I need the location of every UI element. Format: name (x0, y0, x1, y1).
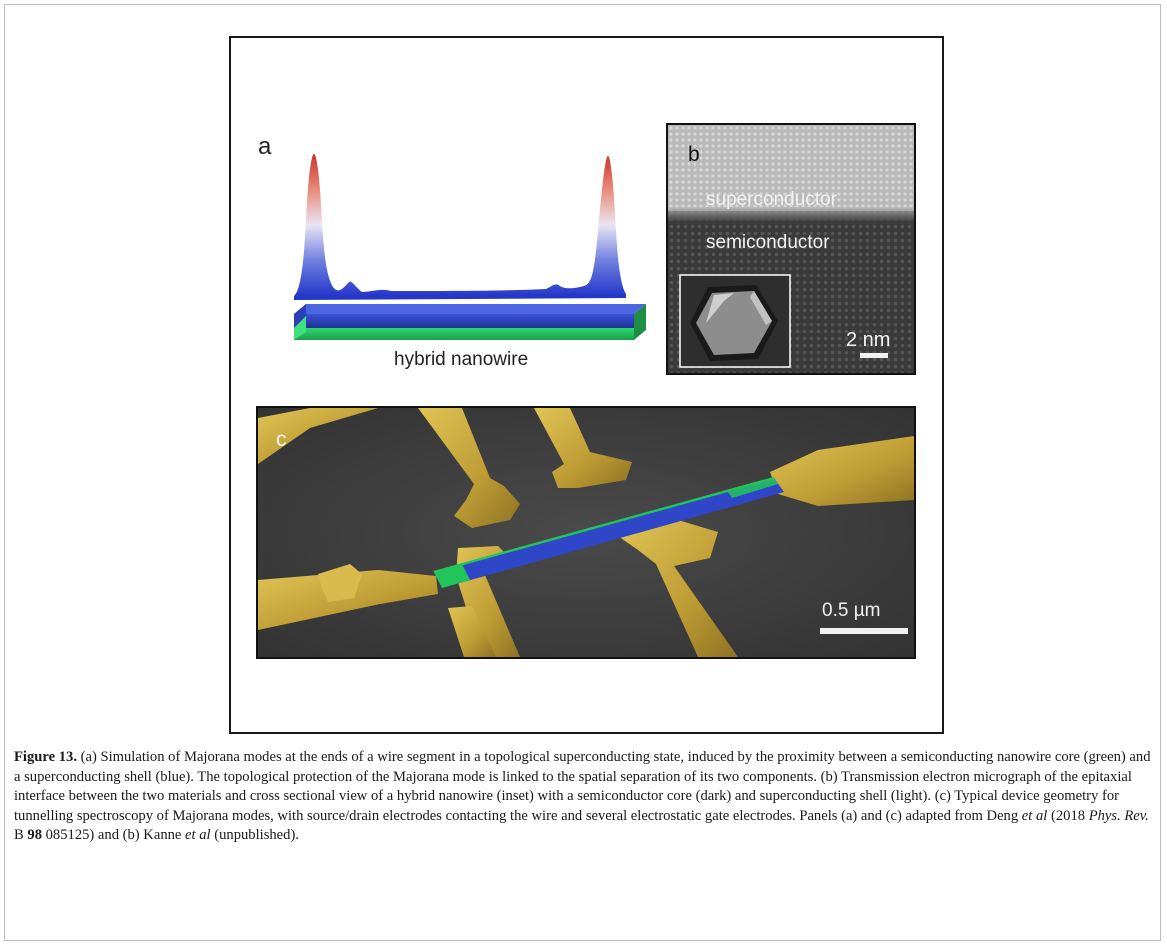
figure-number: Figure 13. (14, 749, 77, 765)
panel-b-scale-bar (860, 353, 888, 358)
panel-c-scale-bar (820, 628, 908, 634)
page-border (4, 4, 1161, 941)
sem-device-image: c 0.5 µm (258, 408, 914, 657)
caption-et-al-2: et al (185, 827, 211, 844)
majorana-wavefunction-profile (294, 154, 626, 296)
caption-text-2: (2018 (1047, 807, 1089, 824)
panel-c-scale-label: 0.5 µm (822, 600, 880, 621)
caption-text-3: B (14, 827, 28, 844)
tem-micrograph: b superconductor semiconductor 2 nm (668, 125, 914, 373)
cross-section-inset (679, 274, 791, 368)
caption-journal: Phys. Rev. (1088, 807, 1149, 824)
superconductor-label: superconductor (706, 189, 838, 210)
caption-text-1: (a) Simulation of Majorana modes at the … (14, 749, 1151, 824)
hybrid-nanowire-device (433, 476, 784, 588)
caption-text-4: 085125) and (b) Kanne (41, 827, 186, 844)
panel-a-illustration: a hybrid nanowire (258, 133, 646, 370)
hybrid-nanowire-drawing (294, 304, 646, 340)
panel-c: c 0.5 µm (256, 406, 916, 659)
profile-base (294, 294, 626, 300)
panel-a: a hybrid nanowire (246, 110, 660, 390)
semiconductor-label: semiconductor (706, 232, 830, 253)
caption-volume: 98 (27, 827, 42, 844)
caption-text-5: (unpublished). (210, 827, 299, 844)
gate-electrodes (258, 408, 914, 657)
panel-c-label: c (276, 428, 287, 451)
nanowire-label: hybrid nanowire (394, 349, 528, 370)
panel-b-label: b (688, 143, 700, 166)
caption-et-al-1: et al (1021, 807, 1048, 824)
panel-a-label: a (258, 133, 272, 160)
panel-b-scale-label: 2 nm (846, 329, 890, 351)
figure-caption: Figure 13. (a) Simulation of Majorana mo… (14, 748, 1154, 846)
panel-b: b superconductor semiconductor 2 nm (666, 123, 916, 375)
